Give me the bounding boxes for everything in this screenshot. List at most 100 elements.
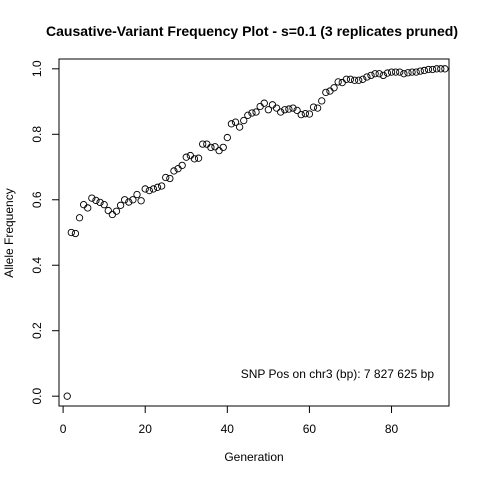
- data-point: [400, 70, 408, 78]
- data-point: [244, 111, 252, 119]
- data-point: [227, 120, 236, 128]
- data-point: [92, 196, 100, 205]
- data-point: [313, 104, 322, 112]
- data-point: [71, 229, 80, 238]
- data-point: [231, 118, 240, 126]
- data-point: [116, 201, 125, 209]
- data-point: [334, 78, 342, 86]
- data-point: [199, 140, 207, 148]
- x-axis: 0 20 40 60 80: [60, 405, 399, 436]
- data-point: [248, 109, 256, 117]
- y-tick-label: 0.4: [30, 257, 44, 274]
- data-point: [355, 76, 363, 84]
- data-point: [194, 154, 203, 162]
- data-point: [190, 155, 199, 163]
- data-point: [235, 123, 244, 131]
- data-point: [289, 104, 297, 112]
- data-point: [420, 66, 429, 75]
- data-point: [137, 197, 145, 205]
- data-point: [215, 147, 223, 155]
- data-point: [350, 76, 359, 84]
- data-point: [309, 103, 318, 111]
- data-point: [63, 392, 71, 400]
- y-tick-label: 1.0: [30, 60, 44, 77]
- data-point: [125, 198, 133, 206]
- x-axis-label: Generation: [224, 450, 283, 464]
- data-point: [396, 68, 404, 76]
- data-point: [264, 106, 273, 114]
- data-point: [145, 186, 153, 195]
- data-point: [371, 70, 379, 78]
- data-point: [133, 190, 141, 199]
- data-point: [84, 204, 92, 212]
- x-tick-label: 20: [139, 422, 153, 436]
- data-point: [88, 194, 96, 202]
- data-point: [149, 185, 158, 193]
- data-point: [153, 183, 162, 191]
- data-point: [375, 70, 383, 78]
- data-point: [256, 102, 264, 111]
- data-point: [322, 88, 330, 97]
- data-point: [100, 201, 108, 209]
- data-point: [207, 143, 215, 152]
- data-point: [318, 97, 326, 105]
- y-tick-label: 0.8: [30, 126, 44, 143]
- data-point: [285, 105, 293, 113]
- data-point: [211, 143, 219, 151]
- data-point: [297, 111, 305, 119]
- data-point: [437, 65, 445, 73]
- data-point: [441, 65, 449, 73]
- data-point: [383, 69, 392, 77]
- x-tick-label: 40: [221, 422, 235, 436]
- data-point: [293, 106, 301, 115]
- data-point: [272, 104, 281, 112]
- data-point: [104, 206, 112, 215]
- y-tick-label: 0.6: [30, 191, 44, 208]
- data-point: [112, 207, 121, 215]
- y-axis-label: Allele Frequency: [2, 188, 16, 277]
- data-point: [408, 68, 416, 76]
- data-point: [305, 110, 314, 118]
- data-point: [404, 69, 412, 77]
- chart-title: Causative-Variant Frequency Plot - s=0.1…: [46, 23, 458, 39]
- data-point: [412, 68, 420, 76]
- data-point: [166, 174, 174, 183]
- data-point: [346, 75, 355, 83]
- data-point: [326, 87, 334, 95]
- data-point: [387, 68, 396, 76]
- data-point: [129, 196, 137, 204]
- data-point: [223, 133, 231, 142]
- data-point: [121, 196, 129, 204]
- data-point: [338, 78, 346, 87]
- data-point: [379, 71, 387, 80]
- x-tick-label: 80: [385, 422, 399, 436]
- data-point: [268, 101, 277, 109]
- data-point: [178, 161, 186, 170]
- data-point: [252, 108, 260, 116]
- data-point: [281, 106, 289, 114]
- data-point: [277, 108, 285, 116]
- data-point: [363, 73, 371, 81]
- data-point: [157, 182, 166, 190]
- data-point: [67, 228, 75, 237]
- data-point: [367, 71, 375, 80]
- data-point: [108, 210, 117, 219]
- data-point: [203, 140, 211, 148]
- data-point: [75, 214, 84, 222]
- data-point: [79, 201, 88, 209]
- data-point: [416, 67, 424, 75]
- x-tick-label: 0: [60, 422, 67, 436]
- data-point: [260, 99, 268, 107]
- y-tick-label: 0.0: [30, 388, 44, 405]
- data-point: [240, 116, 248, 125]
- data-point: [359, 75, 367, 83]
- data-point: [96, 198, 104, 207]
- data-points: [63, 65, 449, 400]
- data-point: [162, 173, 170, 182]
- data-point: [342, 75, 351, 83]
- data-point: [428, 65, 437, 74]
- data-point: [330, 84, 338, 92]
- y-tick-label: 0.2: [30, 322, 44, 339]
- data-point: [219, 143, 227, 152]
